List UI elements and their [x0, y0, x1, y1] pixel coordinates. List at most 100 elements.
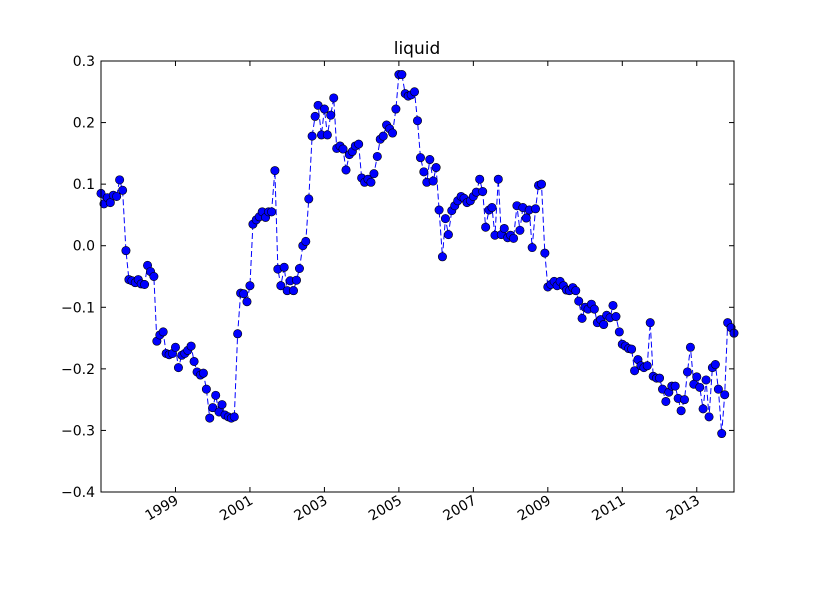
- data-point: [481, 222, 491, 232]
- data-point: [242, 297, 252, 307]
- data-point: [415, 153, 425, 163]
- y-tick-label: −0.1: [61, 300, 95, 316]
- data-point: [478, 187, 488, 197]
- data-point: [211, 390, 221, 400]
- data-point: [388, 128, 398, 138]
- data-point: [319, 104, 329, 114]
- data-point: [577, 313, 587, 323]
- data-point: [574, 296, 584, 306]
- data-point: [655, 373, 665, 383]
- data-point: [294, 263, 304, 273]
- data-point: [642, 361, 652, 371]
- data-point: [676, 406, 686, 416]
- data-point: [378, 131, 388, 141]
- chart-title: liquid: [394, 39, 441, 59]
- data-point: [627, 344, 637, 354]
- data-point: [717, 429, 727, 439]
- data-point: [443, 230, 453, 240]
- data-point: [322, 130, 332, 140]
- data-point: [701, 375, 711, 385]
- data-point: [149, 271, 159, 281]
- data-point: [720, 390, 730, 400]
- data-point: [270, 166, 280, 176]
- plot-series: [96, 70, 739, 439]
- data-point: [493, 174, 503, 184]
- data-point: [229, 412, 239, 422]
- data-point: [397, 70, 407, 80]
- data-point: [201, 384, 211, 394]
- data-point: [692, 372, 702, 382]
- data-point: [279, 262, 289, 272]
- data-point: [682, 367, 692, 377]
- data-point: [589, 304, 599, 314]
- data-point: [276, 281, 286, 291]
- data-point: [341, 165, 351, 175]
- plot-frame: [100, 60, 735, 493]
- data-point: [233, 329, 243, 339]
- data-point: [599, 320, 609, 330]
- data-point: [630, 366, 640, 376]
- data-point: [475, 174, 485, 184]
- data-point: [431, 163, 441, 173]
- data-point: [437, 252, 447, 262]
- data-point: [267, 207, 277, 217]
- data-point: [291, 275, 301, 285]
- data-point: [310, 111, 320, 121]
- y-tick-label: −0.2: [61, 362, 95, 378]
- data-point: [208, 403, 218, 413]
- data-point: [189, 356, 199, 366]
- data-point: [499, 223, 509, 233]
- y-tick-label: 0.2: [73, 116, 95, 132]
- data-point: [186, 341, 196, 351]
- data-point: [170, 342, 180, 352]
- data-point: [531, 204, 541, 214]
- data-point: [698, 404, 708, 414]
- data-point: [158, 327, 168, 337]
- data-point: [369, 169, 379, 179]
- data-point: [685, 342, 695, 352]
- data-point: [614, 327, 624, 337]
- y-tick-label: −0.4: [61, 485, 95, 501]
- data-point: [239, 289, 249, 299]
- y-tick-label: −0.3: [61, 423, 95, 439]
- data-point: [527, 243, 537, 253]
- data-point: [118, 185, 128, 195]
- data-point: [713, 384, 723, 394]
- data-point: [419, 167, 429, 177]
- data-point: [412, 116, 422, 126]
- data-point: [326, 110, 336, 120]
- data-point: [679, 395, 689, 405]
- data-point: [670, 381, 680, 391]
- y-tick-label: 0.3: [73, 54, 95, 70]
- data-point: [112, 191, 122, 201]
- data-point: [645, 318, 655, 328]
- data-point: [571, 286, 581, 296]
- data-point: [121, 246, 131, 256]
- data-point: [540, 248, 550, 258]
- data-point: [366, 177, 376, 187]
- data-point: [710, 360, 720, 370]
- data-point: [611, 312, 621, 322]
- data-point: [440, 214, 450, 224]
- data-point: [173, 363, 183, 373]
- data-point: [425, 155, 435, 165]
- data-point: [289, 286, 299, 296]
- data-point: [217, 400, 227, 410]
- data-point: [704, 412, 714, 422]
- y-axis: 0.3 0.2 0.1 0.0 −0.1 −0.2 −0.3 −0.4: [61, 54, 734, 501]
- data-point: [428, 176, 438, 186]
- data-point: [695, 382, 705, 392]
- data-point: [140, 279, 150, 289]
- y-tick-label: 0.0: [73, 239, 95, 255]
- data-point: [608, 300, 618, 310]
- data-point: [304, 194, 314, 204]
- data-point: [434, 205, 444, 215]
- data-point: [515, 225, 525, 235]
- data-point: [205, 413, 215, 423]
- data-point: [391, 104, 401, 114]
- data-point: [301, 236, 311, 246]
- data-point: [329, 93, 339, 103]
- data-point: [372, 151, 382, 161]
